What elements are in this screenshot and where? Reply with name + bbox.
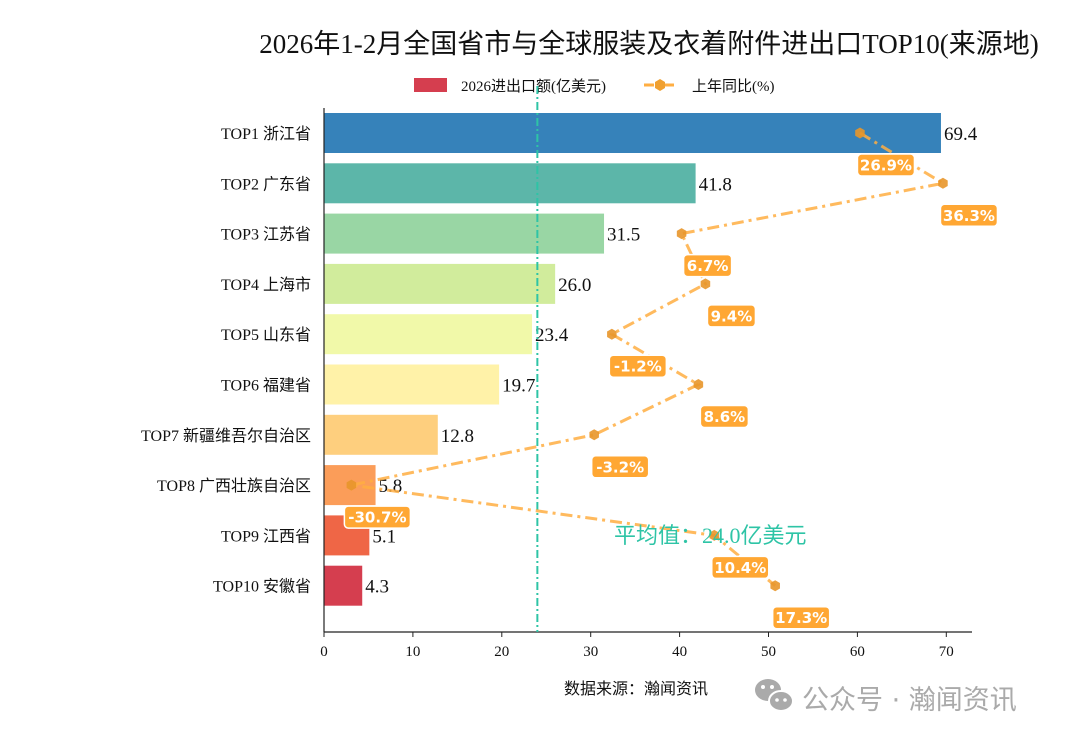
- bar-value-label: 69.4: [944, 124, 978, 145]
- x-tick-label: 70: [939, 644, 954, 660]
- yoy-value-label: -1.2%: [614, 358, 662, 376]
- y-tick-label: TOP9 江西省: [221, 527, 311, 545]
- bar-value-label: 23.4: [535, 325, 569, 346]
- y-tick-label: TOP10 安徽省: [213, 578, 311, 596]
- watermark: 公众号 · 瀚闻资讯: [802, 685, 1017, 716]
- yoy-label-box: [608, 354, 668, 378]
- y-tick-label: TOP2 广东省: [221, 175, 311, 193]
- yoy-marker: [607, 328, 617, 340]
- bar: [324, 565, 363, 606]
- legend-bar-label: 2026进出口额(亿美元): [461, 78, 606, 95]
- bar: [324, 414, 438, 455]
- yoy-value-label: 26.9%: [860, 157, 912, 175]
- yoy-marker: [855, 127, 865, 139]
- yoy-marker: [709, 529, 720, 541]
- yoy-value-label: 8.6%: [704, 408, 746, 426]
- bar-value-label: 19.7: [502, 376, 535, 397]
- y-tick-label: TOP8 广西壮族自治区: [157, 477, 311, 495]
- yoy-marker: [589, 429, 599, 441]
- x-tick-label: 20: [494, 644, 509, 660]
- x-tick-label: 30: [583, 644, 598, 660]
- bar: [324, 113, 941, 153]
- legend: 2026进出口额(亿美元) 上年同比(%): [414, 78, 775, 95]
- y-tick-label: TOP1 浙江省: [221, 125, 311, 143]
- yoy-value-label: -30.7%: [348, 509, 406, 527]
- yoy-marker: [346, 479, 357, 491]
- yoy-value-label: 10.4%: [714, 559, 766, 577]
- x-tick-label: 40: [672, 644, 687, 660]
- yoy-label-box: [343, 505, 412, 529]
- yoy-label-box: [856, 153, 916, 177]
- wechat-icon: [755, 679, 794, 712]
- bar-value-label: 31.5: [607, 225, 640, 246]
- yoy-label-box: [706, 304, 757, 328]
- yoy-label-box: [682, 253, 733, 278]
- x-tick-label: 0: [320, 644, 328, 660]
- bar-value-label: 5.1: [372, 526, 396, 547]
- y-tick-label: TOP4 上海市: [221, 276, 311, 294]
- legend-bar-swatch: [414, 78, 447, 92]
- y-tick-label: TOP6 福建省: [221, 377, 311, 395]
- yoy-marker: [770, 580, 780, 592]
- yoy-marker: [938, 177, 948, 189]
- x-tick-label: 60: [850, 644, 865, 660]
- yoy-value-label: 36.3%: [943, 207, 995, 225]
- yoy-marker: [693, 379, 704, 390]
- y-tick-label: TOP5 山东省: [221, 326, 311, 344]
- yoy-label-box: [939, 203, 999, 228]
- bar: [324, 314, 533, 355]
- yoy-label-box: [590, 455, 650, 479]
- legend-line-label: 上年同比(%): [692, 78, 775, 95]
- yoy-marker: [676, 228, 687, 240]
- yoy-label-box: [711, 555, 770, 580]
- yoy-value-label: 6.7%: [687, 257, 729, 275]
- y-tick-label: TOP3 江苏省: [221, 226, 311, 244]
- yoy-label-box: [699, 404, 750, 429]
- bar-value-label: 41.8: [699, 174, 732, 195]
- bar: [324, 364, 500, 405]
- yoy-value-label: 17.3%: [775, 609, 827, 627]
- bar-value-label: 4.3: [365, 577, 389, 598]
- legend-line-marker: [655, 79, 665, 91]
- average-label: 平均值：24.0亿美元: [614, 523, 807, 548]
- bar-value-label: 12.8: [441, 426, 474, 447]
- chart-title: 2026年1-2月全国省市与全球服装及衣着附件进出口TOP10(来源地): [259, 29, 1039, 59]
- yoy-marker: [700, 278, 711, 290]
- bar: [324, 163, 696, 204]
- x-tick-label: 10: [405, 644, 420, 660]
- bar-value-label: 26.0: [558, 275, 591, 296]
- x-tick-label: 50: [761, 644, 776, 660]
- bar: [324, 263, 556, 304]
- bar: [324, 213, 605, 254]
- source-note: 数据来源：瀚闻资讯: [564, 680, 708, 698]
- y-tick-label: TOP7 新疆维吾尔自治区: [141, 427, 311, 445]
- yoy-label-box: [771, 605, 831, 630]
- yoy-value-label: 9.4%: [711, 307, 753, 325]
- yoy-value-label: -3.2%: [596, 458, 644, 476]
